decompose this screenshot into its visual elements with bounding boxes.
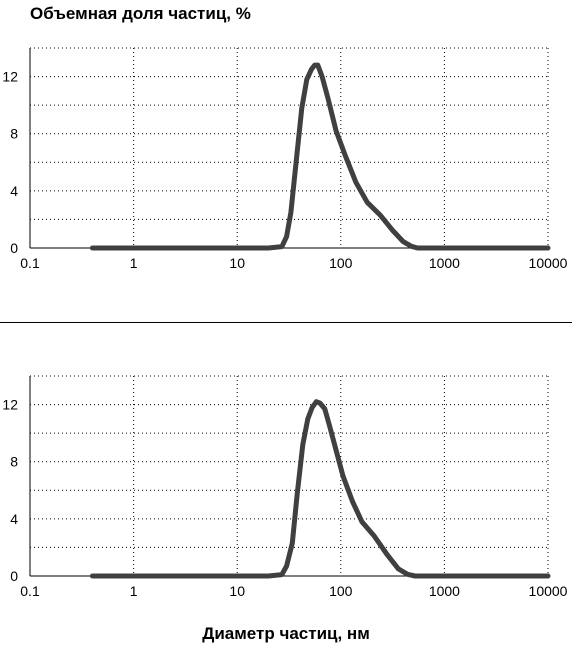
bottom-chart: 0.1 1 10 100 1000 10000 0 4 8 12 bbox=[2, 375, 568, 599]
x-tick-label: 0.1 bbox=[20, 255, 40, 271]
x-tick-label: 0.1 bbox=[20, 583, 40, 599]
x-tick-label: 1000 bbox=[429, 255, 460, 271]
y-tick-label: 0 bbox=[10, 240, 18, 256]
x-tick-label: 100 bbox=[329, 255, 353, 271]
section-divider bbox=[0, 322, 572, 323]
x-tick-label: 100 bbox=[329, 583, 353, 599]
y-tick-label: 8 bbox=[10, 126, 18, 142]
y-tick-label: 0 bbox=[10, 568, 18, 584]
chart-title: Объемная доля частиц, % bbox=[30, 4, 251, 23]
x-tick-label: 10000 bbox=[529, 255, 568, 271]
y-tick-label: 8 bbox=[10, 454, 18, 470]
x-tick-label: 1000 bbox=[429, 583, 460, 599]
data-series-line bbox=[89, 62, 551, 251]
y-tick-label: 12 bbox=[2, 69, 18, 85]
x-tick-label: 1 bbox=[130, 255, 138, 271]
x-tick-label: 10000 bbox=[529, 583, 568, 599]
x-tick-label: 10 bbox=[229, 583, 245, 599]
y-tick-label: 4 bbox=[10, 511, 18, 527]
top-chart: 0.1 1 10 100 1000 10000 0 4 8 12 bbox=[2, 47, 568, 271]
x-tick-label: 1 bbox=[130, 583, 138, 599]
y-tick-label: 4 bbox=[10, 183, 18, 199]
y-tick-label: 12 bbox=[2, 397, 18, 413]
data-series-line bbox=[89, 399, 551, 579]
x-tick-label: 10 bbox=[229, 255, 245, 271]
x-axis-label: Диаметр частиц, нм bbox=[202, 624, 370, 643]
